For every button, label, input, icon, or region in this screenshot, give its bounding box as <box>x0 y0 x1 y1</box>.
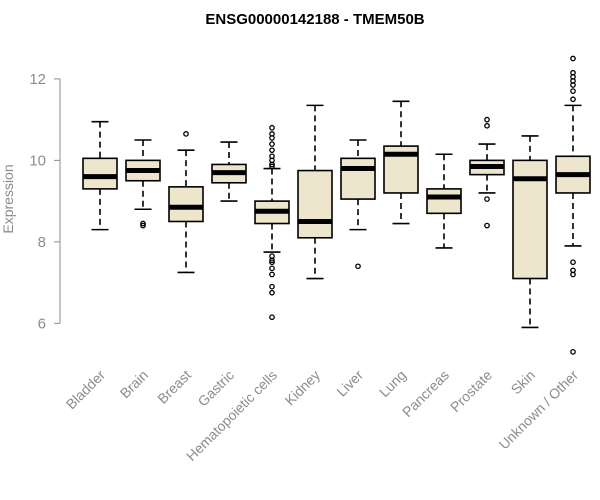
iqr-box <box>297 169 333 239</box>
x-tick-label: Skin <box>508 367 539 398</box>
box-group <box>297 104 333 280</box>
y-axis-label: Expression <box>0 164 16 233</box>
outlier-point <box>484 116 490 123</box>
x-tick-label: Brain <box>117 367 151 401</box>
outlier-point <box>570 349 576 355</box>
outlier-point <box>570 69 576 76</box>
outlier-point <box>269 124 275 131</box>
x-tick-label: Breast <box>154 367 194 407</box>
outlier-point <box>570 259 576 266</box>
iqr-box <box>168 186 204 223</box>
outlier-point <box>140 220 146 227</box>
outlier-point <box>269 289 275 296</box>
box-group <box>254 124 290 321</box>
box-group <box>383 100 419 225</box>
outlier-point <box>269 153 275 160</box>
iqr-box <box>426 188 462 215</box>
outlier-point <box>269 131 275 137</box>
outlier-point <box>269 253 275 259</box>
outlier-point <box>269 314 275 321</box>
chart-title: ENSG00000142188 - TMEM50B <box>205 11 424 28</box>
outlier-point <box>484 122 490 129</box>
outlier-point <box>183 131 189 137</box>
outlier-point <box>484 222 490 229</box>
x-tick-label: Gastric <box>194 367 237 410</box>
box-group <box>168 131 204 274</box>
outlier-point <box>269 265 275 272</box>
y-tick-label: 8 <box>38 234 46 251</box>
iqr-box <box>340 157 376 200</box>
x-tick-label: Unknown / Other <box>496 367 582 453</box>
y-tick-label: 10 <box>29 152 46 169</box>
outlier-point <box>484 196 490 202</box>
x-tick-label: Prostate <box>447 367 495 415</box>
y-tick-label: 12 <box>29 71 46 88</box>
outlier-point <box>269 271 275 278</box>
outlier-point <box>140 222 146 229</box>
x-tick-label: Bladder <box>63 367 109 413</box>
outlier-point <box>269 163 275 170</box>
outlier-point <box>355 263 361 270</box>
box-group <box>340 139 376 270</box>
outlier-point <box>570 55 576 62</box>
outlier-point <box>570 267 576 274</box>
box-group <box>426 153 462 249</box>
box-group <box>82 120 118 231</box>
x-tick-label: Liver <box>333 367 366 400</box>
y-tick-label: 6 <box>38 315 46 332</box>
box-group <box>125 139 161 229</box>
iqr-box <box>82 157 118 190</box>
x-tick-label: Kidney <box>282 367 324 409</box>
outlier-point <box>269 141 275 147</box>
outlier-point <box>269 259 275 266</box>
x-tick-label: Pancreas <box>399 367 452 420</box>
x-tick-label: Lung <box>376 367 409 400</box>
box-series <box>82 55 591 355</box>
outlier-point <box>269 283 275 290</box>
outlier-point <box>570 96 576 103</box>
box-group <box>555 55 591 355</box>
outlier-point <box>269 147 275 154</box>
box-group <box>469 116 505 229</box>
box-group <box>512 135 548 329</box>
y-axis: 6 8 10 12 <box>29 71 61 332</box>
box-group <box>211 141 247 202</box>
outlier-point <box>570 88 576 94</box>
